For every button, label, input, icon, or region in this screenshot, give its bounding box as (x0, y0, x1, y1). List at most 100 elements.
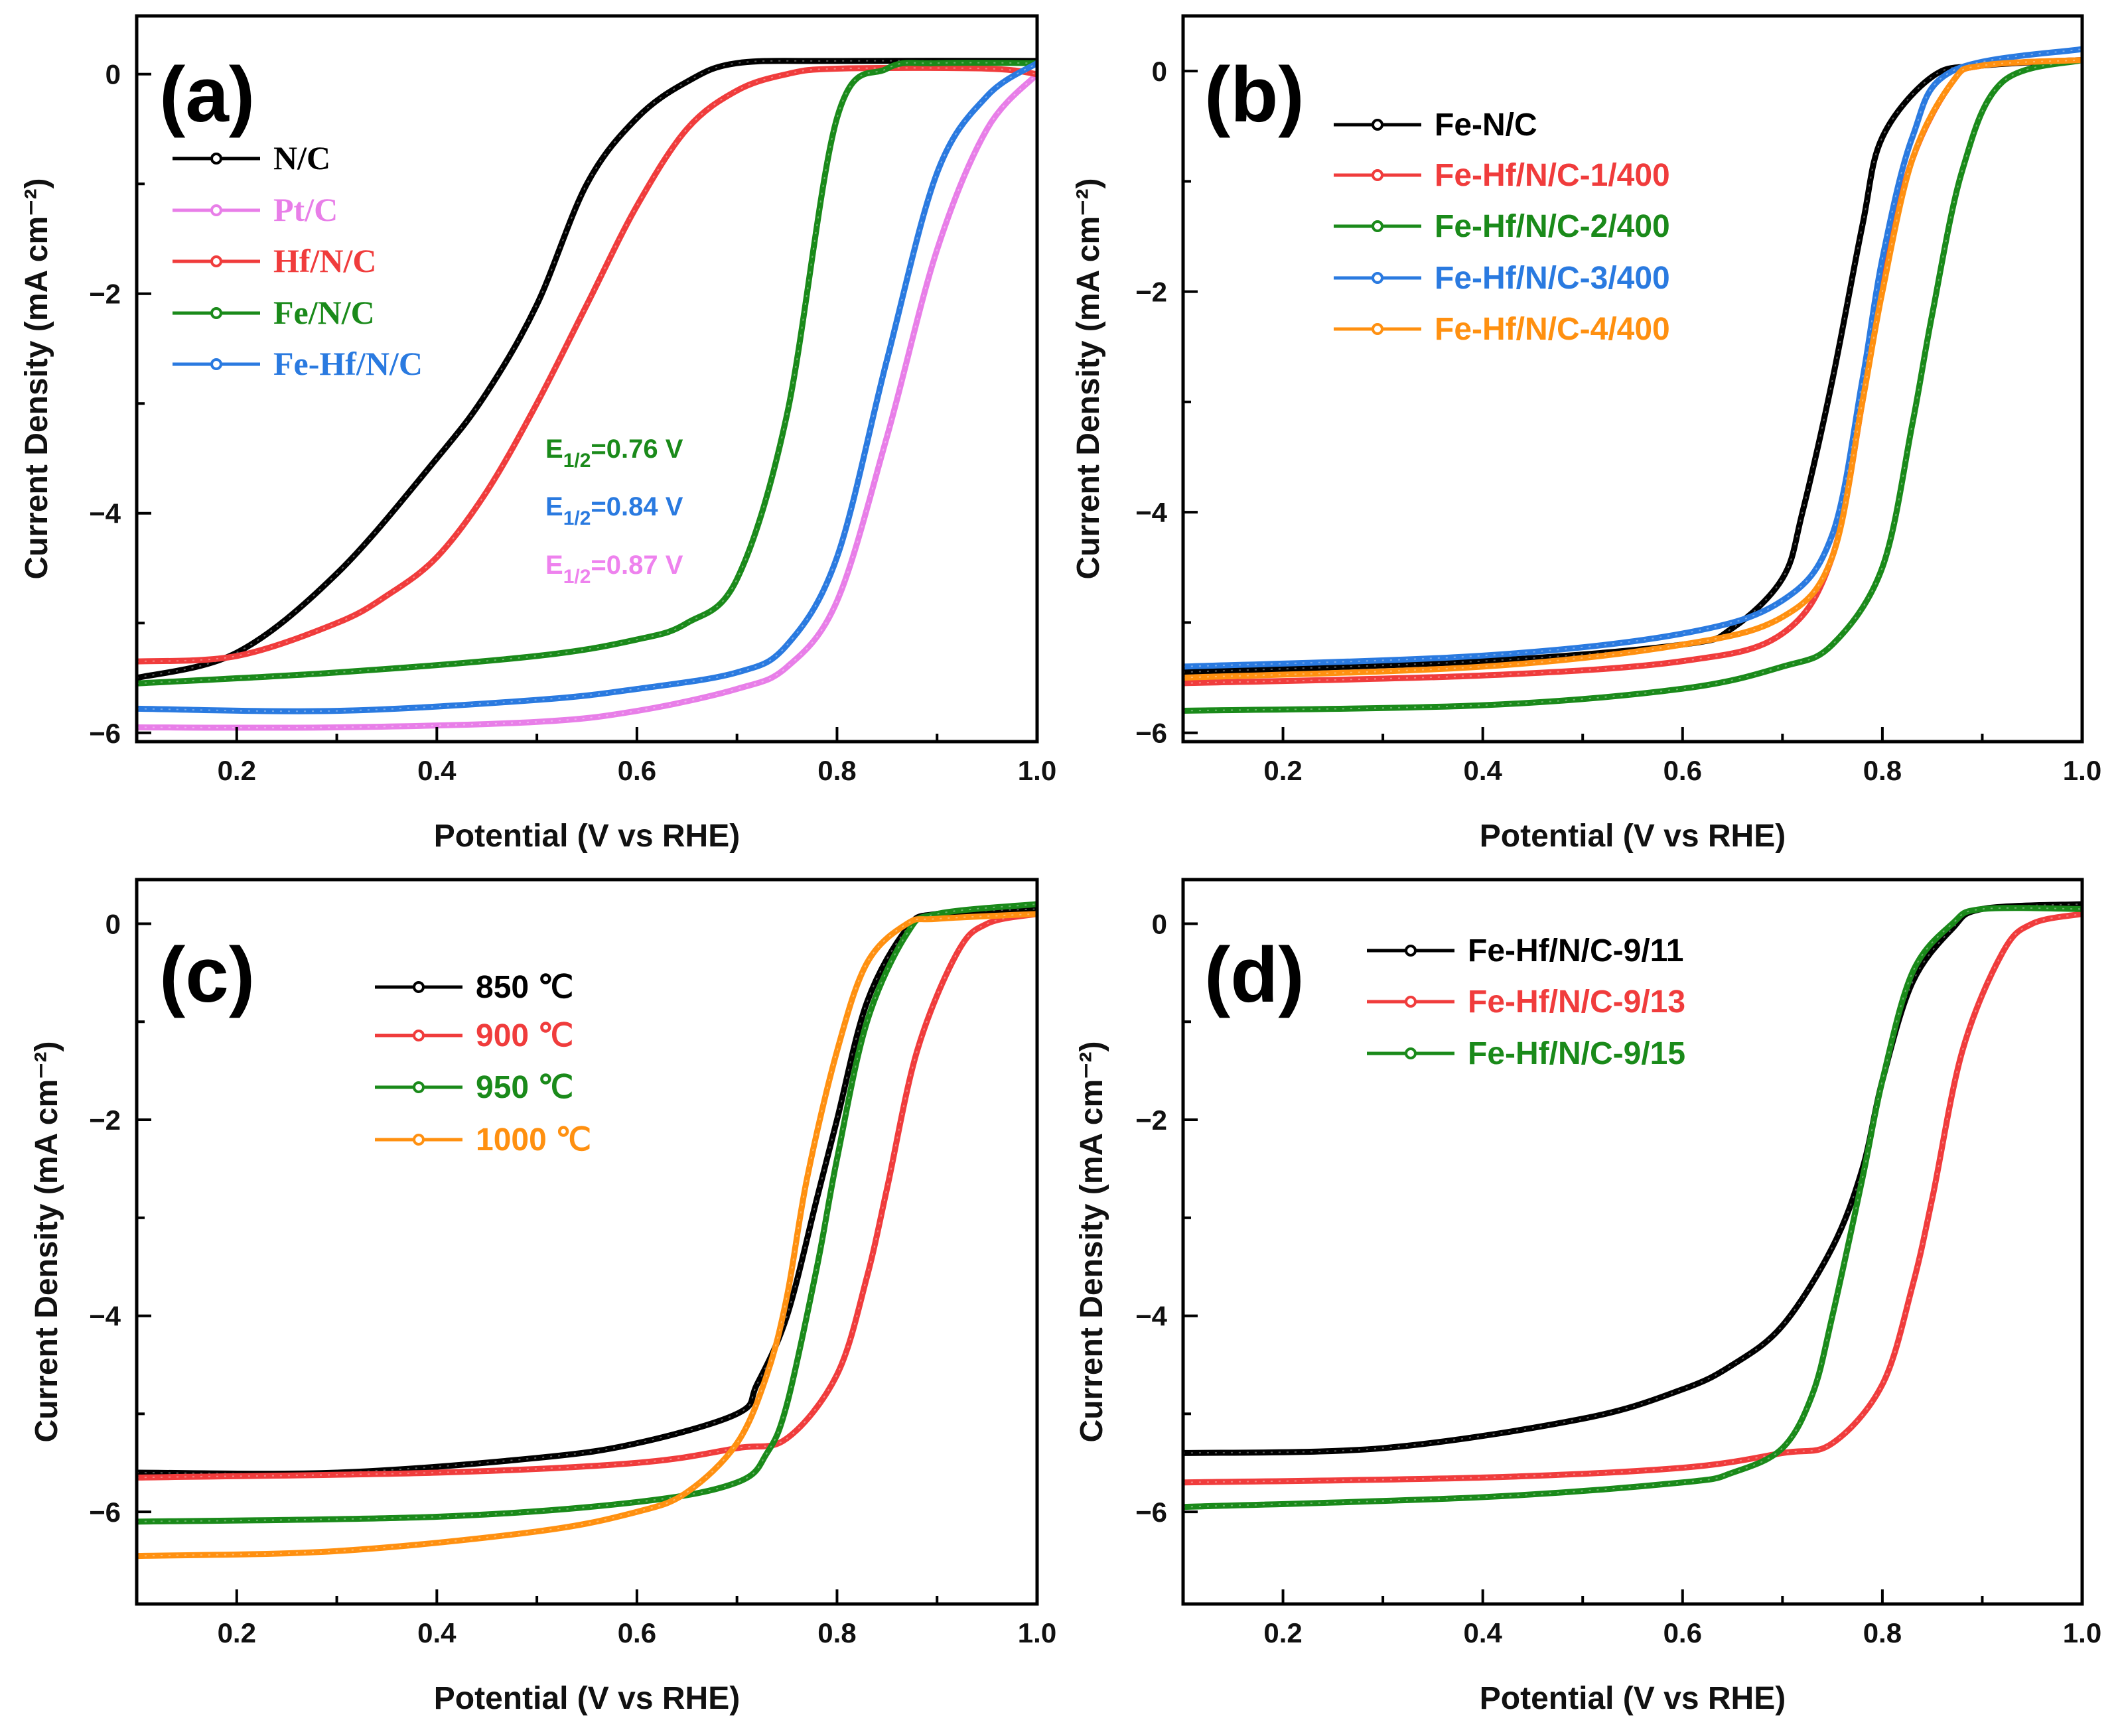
legend-item: 950 ℃ (375, 1070, 573, 1105)
series-group (1183, 46, 2082, 714)
series-markers (1183, 907, 2082, 1508)
series-line-850- (137, 905, 1037, 1477)
legend-label: Hf/N/C (273, 242, 377, 279)
series-line-fe-hf-n-c-3-400 (1183, 46, 2082, 670)
series-line-1000- (137, 911, 1037, 1560)
x-tick-label: 0.4 (417, 755, 457, 786)
series-markers (137, 903, 1037, 1522)
chart-panel-a: 0.2 0.4 0.6 0.8 1.0 0 −2 −4 −6 Potential (V vs RH… (19, 14, 1056, 854)
x-axis-label: Potential (V vs RHE) (1480, 819, 1786, 854)
legend-label: N/C (273, 139, 330, 176)
legend-label: 950 ℃ (476, 1070, 573, 1105)
series-markers (1183, 59, 2082, 679)
y-tick-label: −4 (89, 498, 121, 529)
x-axis-label: Potential (V vs RHE) (434, 819, 740, 854)
series-line-n-c (137, 58, 1037, 681)
annotation-subscript: 1/2 (563, 566, 591, 588)
series-line-fe-n-c (1183, 57, 2082, 675)
legend-marker-icon (1372, 169, 1383, 181)
legend-item: Fe-Hf/N/C-1/400 (1334, 158, 1670, 193)
legend-label: 850 ℃ (476, 970, 573, 1005)
legend: 850 ℃ 900 ℃ 950 ℃ 1000 ℃ (375, 970, 591, 1158)
legend-marker-icon (1405, 1047, 1417, 1059)
y-tick-label: −2 (1135, 277, 1167, 308)
series-group (137, 901, 1037, 1560)
annotation-value: =0.87 V (591, 551, 683, 580)
series-markers (137, 913, 1037, 1479)
panel-label: (a) (159, 51, 255, 139)
series-line-fe-hf-n-c-9-11 (1183, 901, 2082, 1456)
series-line-fe-hf-n-c-2-400 (1183, 57, 2082, 714)
legend-marker-icon (1405, 945, 1417, 957)
legend-marker-icon (1372, 272, 1383, 284)
legend-item: 850 ℃ (375, 970, 573, 1005)
legend: Fe-Hf/N/C-9/11 Fe-Hf/N/C-9/13 Fe-Hf/N/C-9/… (1367, 933, 1685, 1071)
legend-label: Fe-Hf/N/C-9/11 (1468, 933, 1683, 968)
legend-item: N/C (173, 139, 330, 176)
legend: N/C Pt/C Hf/N/C Fe/N/C Fe-Hf/N/C (173, 139, 423, 382)
x-tick-label: 1.0 (1018, 1617, 1056, 1648)
series-markers (1183, 59, 2082, 684)
x-tick-label: 0.6 (1663, 1617, 1702, 1648)
y-tick-label: −6 (1135, 718, 1167, 749)
panel-label: (d) (1204, 931, 1305, 1019)
annotation-symbol: E (545, 551, 563, 580)
plot-frame (1181, 878, 2084, 1606)
x-tick-label: 0.2 (218, 755, 256, 786)
x-tick-label: 0.6 (618, 1617, 656, 1648)
y-axis-label: Current Density (mA cm⁻²) (29, 1041, 64, 1443)
y-tick-label: 0 (106, 59, 121, 90)
legend-item: Fe-Hf/N/C-9/15 (1367, 1036, 1685, 1071)
legend-item: Fe-Hf/N/C-9/13 (1367, 984, 1685, 1020)
legend-item: Fe/N/C (173, 294, 375, 331)
annotation-symbol: E (545, 434, 563, 464)
legend-label: Fe-Hf/N/C-9/13 (1468, 984, 1685, 1020)
panel-label: (c) (159, 931, 255, 1019)
legend-label: Fe-Hf/N/C (273, 345, 423, 382)
chart-panel-c: 0.2 0.4 0.6 0.8 1.0 0 −2 −4 −6 Potential (V vs RH… (29, 878, 1056, 1716)
series-group (137, 58, 1037, 731)
legend-label: Fe-Hf/N/C-4/400 (1435, 312, 1670, 347)
annotation-symbol: E (545, 492, 563, 521)
y-tick-label: −4 (1135, 1301, 1168, 1332)
y-axis-label: Current Density (mA cm⁻²) (19, 178, 54, 580)
legend-item: 1000 ℃ (375, 1122, 591, 1158)
legend-item: 900 ℃ (375, 1018, 573, 1053)
series-markers (137, 908, 1037, 1475)
annotation-value: =0.76 V (591, 434, 683, 464)
series-line-pt-c (137, 72, 1037, 731)
panel-label: (b) (1204, 51, 1305, 139)
legend: Fe-N/C Fe-Hf/N/C-1/400 Fe-Hf/N/C-2/400 Fe-H… (1334, 107, 1670, 347)
legend-label: 900 ℃ (476, 1018, 573, 1053)
series-line-fe-hf-n-c-1-400 (1183, 57, 2082, 687)
series-markers (1183, 48, 2082, 667)
legend-marker-icon (210, 358, 222, 370)
series-line-fe-n-c (137, 60, 1037, 687)
legend-marker-icon (413, 1030, 425, 1041)
y-tick-label: −2 (89, 279, 121, 310)
e-half-annotation: E1/2=0.84 V (545, 492, 683, 529)
chart-panel-d: 0.2 0.4 0.6 0.8 1.0 0 −2 −4 −6 Potential (V vs RH… (1074, 878, 2101, 1716)
y-tick-label: −6 (89, 718, 121, 749)
y-tick-label: −2 (1135, 1104, 1167, 1136)
x-tick-label: 0.4 (1463, 755, 1502, 786)
legend-item: Fe-Hf/N/C-4/400 (1334, 312, 1670, 347)
series-group (1183, 901, 2082, 1510)
x-tick-label: 1.0 (2063, 755, 2101, 786)
y-tick-label: 0 (1152, 908, 1167, 939)
legend-item: Fe-Hf/N/C-9/11 (1367, 933, 1683, 968)
plot-frame (135, 878, 1039, 1606)
series-line-fe-hf-n-c-9-13 (1183, 911, 2082, 1486)
legend-label: Fe-Hf/N/C-3/400 (1435, 261, 1670, 296)
x-tick-label: 0.8 (1863, 755, 1902, 786)
legend-label: 1000 ℃ (476, 1122, 591, 1158)
y-tick-label: −6 (1135, 1497, 1167, 1528)
x-tick-label: 0.2 (1263, 1617, 1302, 1648)
x-tick-label: 0.8 (1863, 1617, 1902, 1648)
series-markers (137, 62, 1037, 712)
legend-label: Pt/C (273, 191, 338, 228)
legend-item: Fe-Hf/N/C-2/400 (1334, 209, 1670, 244)
series-line-fe-hf-n-c (137, 60, 1037, 714)
y-tick-label: 0 (1152, 56, 1167, 87)
